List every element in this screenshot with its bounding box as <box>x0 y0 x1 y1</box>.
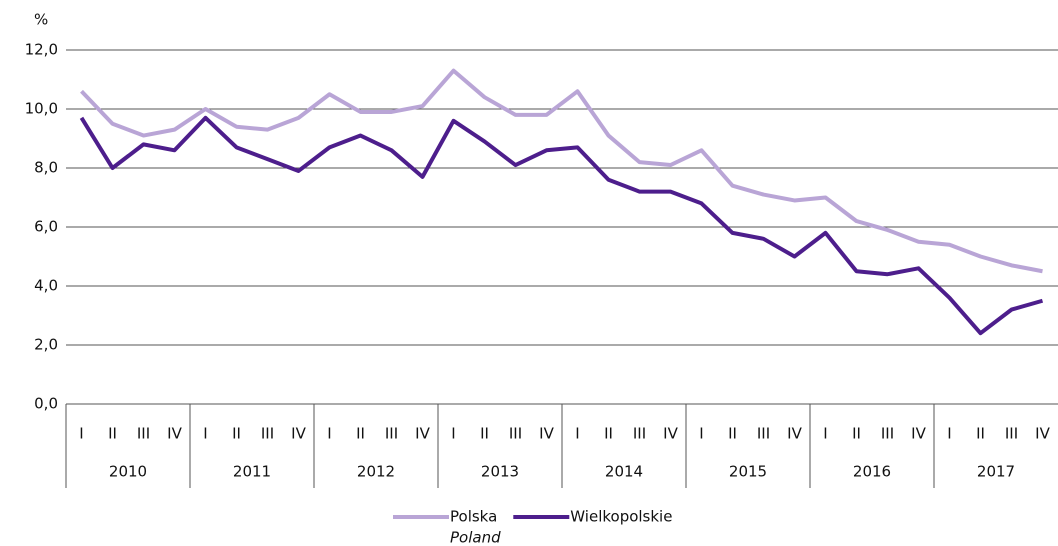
series-line <box>79 115 1044 336</box>
x-tick-label: I <box>451 425 455 443</box>
legend-translation: Poland <box>450 529 501 546</box>
x-tick-label: II <box>976 425 985 443</box>
x-tick-label: II <box>356 425 365 443</box>
x-tick-label: IV <box>415 425 430 443</box>
y-tick-label: 4,0 <box>34 277 58 295</box>
x-tick-label: III <box>509 425 522 443</box>
y-tick-label: 10,0 <box>25 100 58 118</box>
year-label: 2012 <box>357 463 395 481</box>
x-tick-label: II <box>480 425 489 443</box>
legend-label: Polska <box>450 508 497 526</box>
y-tick-label: 12,0 <box>25 41 58 59</box>
x-tick-label: II <box>728 425 737 443</box>
x-tick-label: IV <box>663 425 678 443</box>
x-tick-label: I <box>699 425 703 443</box>
year-label: 2011 <box>233 463 271 481</box>
x-tick-label: III <box>633 425 646 443</box>
x-tick-label: III <box>385 425 398 443</box>
x-tick-label: IV <box>291 425 306 443</box>
x-tick-label: I <box>79 425 83 443</box>
x-tick-label: I <box>823 425 827 443</box>
x-tick-label: IV <box>167 425 182 443</box>
x-tick-label: III <box>881 425 894 443</box>
x-tick-label: III <box>137 425 150 443</box>
x-tick-label: I <box>575 425 579 443</box>
x-tick-label: IV <box>787 425 802 443</box>
year-label: 2014 <box>605 463 643 481</box>
year-label: 2015 <box>729 463 767 481</box>
series-line <box>80 68 1043 274</box>
year-label: 2017 <box>977 463 1015 481</box>
y-tick-label: 0,0 <box>34 395 58 413</box>
x-tick-label: IV <box>911 425 926 443</box>
x-tick-label: III <box>261 425 274 443</box>
year-label: 2010 <box>109 463 147 481</box>
y-tick-label: 2,0 <box>34 336 58 354</box>
x-tick-label: I <box>947 425 951 443</box>
x-tick-label: II <box>852 425 861 443</box>
x-tick-label: II <box>232 425 241 443</box>
x-tick-label: II <box>108 425 117 443</box>
x-tick-label: II <box>604 425 613 443</box>
x-tick-label: I <box>203 425 207 443</box>
legend-label: Wielkopolskie <box>570 508 672 526</box>
y-axis-label: % <box>34 11 48 29</box>
x-tick-label: III <box>1005 425 1018 443</box>
y-tick-label: 8,0 <box>34 159 58 177</box>
x-tick-label: IV <box>539 425 554 443</box>
year-label: 2016 <box>853 463 891 481</box>
x-tick-label: I <box>327 425 331 443</box>
x-tick-label: IV <box>1035 425 1050 443</box>
x-tick-label: III <box>757 425 770 443</box>
year-label: 2013 <box>481 463 519 481</box>
y-tick-label: 6,0 <box>34 218 58 236</box>
